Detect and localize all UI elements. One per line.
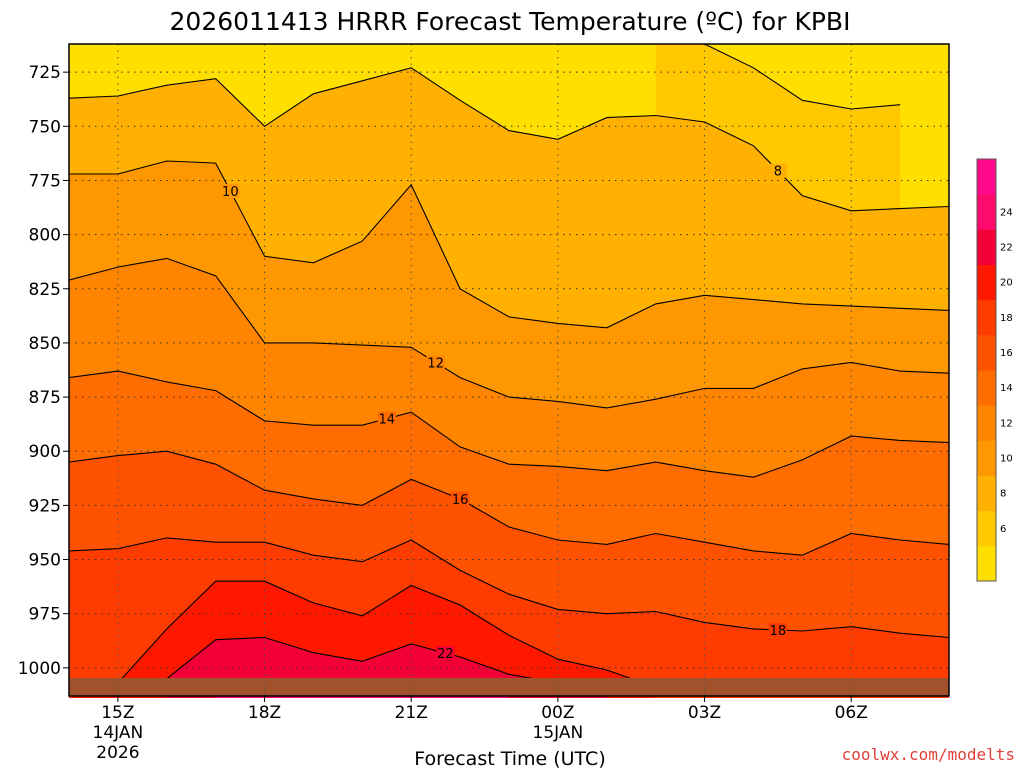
isotherm-18	[69, 537, 949, 639]
isotherm-label-12: 12	[427, 356, 444, 371]
isotherm-12	[69, 257, 949, 409]
colorbar-label-16: 16	[1000, 348, 1013, 359]
colorbar-segment-16	[977, 334, 996, 371]
isotherm-label-14: 14	[379, 413, 396, 428]
y-tick-label-975: 975	[29, 605, 61, 625]
isotherm-8	[69, 67, 949, 212]
plot-area: 8 10 12 14 16 18 22	[68, 43, 950, 699]
y-tick-label-750: 750	[29, 117, 61, 137]
isotherm-14	[69, 370, 949, 478]
colorbar-segment-18	[977, 299, 996, 336]
colorbar-segment-14	[977, 370, 996, 406]
y-tick-label-775: 775	[29, 171, 61, 191]
x-tick-label-06Z: 06Z	[835, 703, 868, 723]
x-tick-label-03Z: 03Z	[688, 703, 721, 723]
ground-surface	[69, 678, 949, 696]
isotherm-label-8: 8	[774, 165, 782, 180]
y-tick-label-725: 725	[29, 63, 61, 83]
isotherm-lines	[69, 44, 949, 678]
y-tick-label-950: 950	[29, 551, 61, 571]
colorbar-label-14: 14	[1000, 383, 1013, 394]
x-tick-label-00Z: 00Z	[541, 703, 574, 723]
colorbar-label-8: 8	[1000, 489, 1006, 500]
y-tick-label-925: 925	[29, 496, 61, 516]
colorbar-label-24: 24	[1000, 207, 1013, 218]
isotherm-10	[69, 160, 949, 329]
y-tick-label-850: 850	[29, 334, 61, 354]
x-tick-label-14JAN: 14JAN	[93, 723, 144, 743]
isotherm-20	[121, 580, 632, 678]
colorbar-segment-6	[977, 510, 996, 547]
y-tick-label-1000: 1000	[18, 659, 61, 679]
colorbar-label-10: 10	[1000, 453, 1013, 464]
x-tick-label-18Z: 18Z	[248, 703, 281, 723]
credit-link[interactable]: coolwx.com/modelts	[842, 745, 1015, 764]
colorbar-label-20: 20	[1000, 278, 1013, 289]
colorbar-label-6: 6	[1000, 524, 1006, 535]
isotherm-22	[166, 636, 533, 678]
isotherm-label-22: 22	[437, 647, 454, 662]
colorbar-segment-12	[977, 405, 996, 441]
isotherm-labels: 8 10 12 14 16 18 22	[221, 163, 787, 662]
isotherm-label-10: 10	[222, 185, 239, 200]
y-tick-label-900: 900	[29, 442, 61, 462]
colorbar-frame	[976, 158, 997, 582]
chart-title: 2026011413 HRRR Forecast Temperature (ºC…	[170, 7, 851, 36]
isotherm-16	[69, 450, 949, 556]
grid-lines	[69, 44, 949, 696]
x-tick-label-21Z: 21Z	[395, 703, 428, 723]
colorbar-segment-22	[977, 229, 996, 265]
y-tick-label-800: 800	[29, 226, 61, 246]
y-tick-label-825: 825	[29, 280, 61, 300]
x-tick-label-15JAN: 15JAN	[533, 723, 584, 743]
x-axis-label: Forecast Time (UTC)	[414, 748, 605, 768]
isotherm-label-18: 18	[770, 624, 787, 639]
plot-frame	[68, 43, 950, 697]
y-axis: 725 750 775 800 825 850 875 900 925 950 975 1000	[18, 63, 69, 679]
colorbar-segment-10	[977, 440, 996, 476]
x-tick-label-15Z: 15Z	[101, 703, 134, 723]
x-tick-label-2026: 2026	[96, 743, 139, 763]
colorbar-label-22: 22	[1000, 242, 1013, 253]
colorbar-segment-4	[977, 545, 996, 582]
colorbar-segment-20	[977, 264, 996, 301]
colorbar-segment-8	[977, 475, 996, 512]
colorbar-label-12: 12	[1000, 418, 1013, 429]
y-tick-label-875: 875	[29, 388, 61, 408]
colorbar-label-18: 18	[1000, 313, 1013, 324]
colorbar-segment-26	[977, 159, 996, 195]
isotherm-6	[655, 44, 901, 110]
colorbar-segment-24	[977, 194, 996, 230]
color-bar-legend: 6 8 10 12 14 16 18 20 22 24	[976, 158, 1013, 582]
isotherm-label-16: 16	[452, 493, 469, 508]
